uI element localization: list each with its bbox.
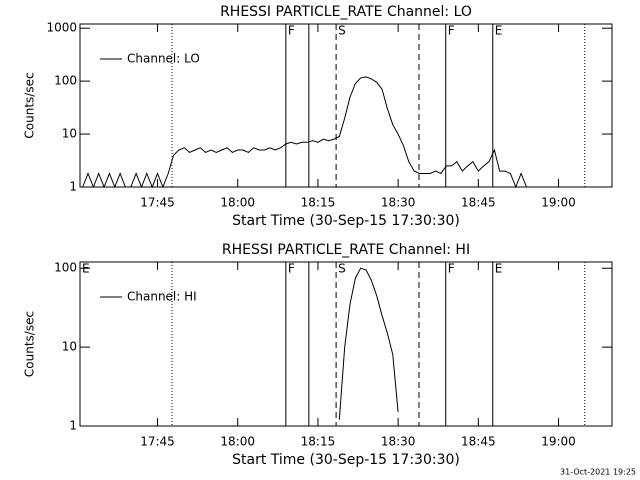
plot-frame xyxy=(79,23,613,188)
legend-label: Channel: HI xyxy=(127,290,197,304)
x-axis-label: Start Time (30-Sep-15 17:30:30) xyxy=(232,213,460,229)
plot-frame xyxy=(79,261,613,427)
x-tick-label: 18:15 xyxy=(301,196,336,210)
footer: 31-Oct-2021 19:25 xyxy=(560,468,636,477)
y-tick-label: 1 xyxy=(69,180,77,194)
x-tick-label: 18:30 xyxy=(381,435,416,449)
y-tick-label: 10 xyxy=(62,127,77,141)
y-axis-label: Counts/sec xyxy=(23,72,37,138)
x-tick-label: 19:00 xyxy=(541,435,576,449)
marker-label: S xyxy=(338,262,346,276)
x-tick-label: 18:45 xyxy=(461,196,496,210)
x-tick-label: 19:00 xyxy=(541,196,576,210)
marker-label: E xyxy=(495,262,503,276)
x-tick-label: 18:45 xyxy=(461,435,496,449)
y-tick-label: 100 xyxy=(54,261,77,275)
x-axis-label: Start Time (30-Sep-15 17:30:30) xyxy=(232,452,460,468)
x-tick-label: 18:30 xyxy=(381,196,416,210)
marker-label: F xyxy=(448,262,455,276)
x-tick-label: 18:15 xyxy=(301,435,336,449)
y-tick-label: 1000 xyxy=(46,21,77,35)
legend-label: Channel: LO xyxy=(127,52,200,66)
data-line xyxy=(338,267,399,420)
x-tick-label: 17:45 xyxy=(140,435,175,449)
marker-label: F xyxy=(448,24,455,38)
y-axis-label: Counts/sec xyxy=(23,311,37,377)
chart-title: RHESSI PARTICLE_RATE Channel: HI xyxy=(222,242,470,258)
marker-label: S xyxy=(338,24,346,38)
chart-title: RHESSI PARTICLE_RATE Channel: LO xyxy=(220,4,472,20)
x-tick-label: 17:45 xyxy=(140,196,175,210)
y-tick-label: 10 xyxy=(62,340,77,354)
marker-label: E xyxy=(495,24,503,38)
x-tick-label: 18:00 xyxy=(220,435,255,449)
data-line xyxy=(82,76,607,189)
marker-label: F xyxy=(288,24,295,38)
x-tick-label: 18:00 xyxy=(220,196,255,210)
y-tick-label: 1 xyxy=(69,419,77,433)
y-tick-label: 100 xyxy=(54,74,77,88)
marker-label: E xyxy=(82,262,90,276)
marker-label: F xyxy=(288,262,295,276)
